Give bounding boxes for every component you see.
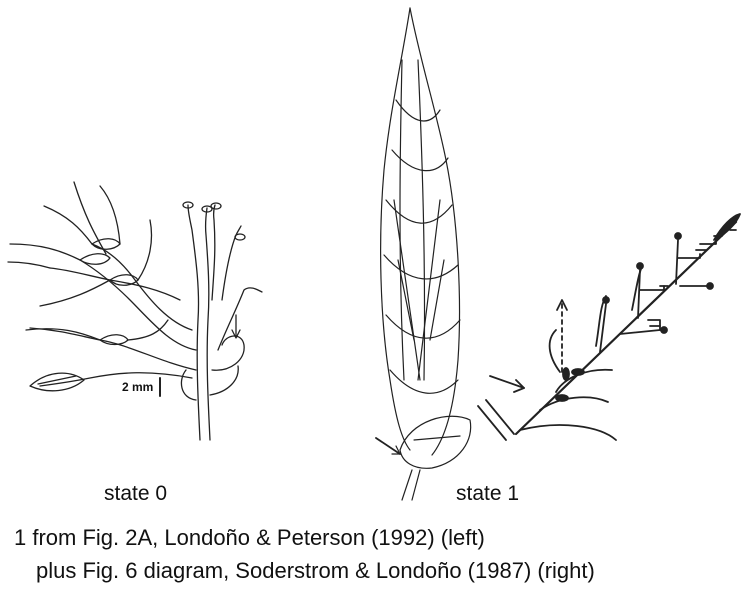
caption-line-2: plus Fig. 6 diagram, Soderstrom & Londoñ… — [36, 558, 595, 583]
state-0-label: state 0 — [104, 482, 168, 505]
inflorescence-diagram — [477, 213, 741, 441]
state-1-label: state 1 — [456, 482, 520, 505]
spikelet-illustration — [375, 7, 472, 501]
caption-line-1: 1 from Fig. 2A, Londoño & Peterson (1992… — [14, 525, 485, 550]
scale-bar-label: 2 mm — [122, 380, 154, 394]
branching-plant-illustration — [7, 181, 263, 441]
